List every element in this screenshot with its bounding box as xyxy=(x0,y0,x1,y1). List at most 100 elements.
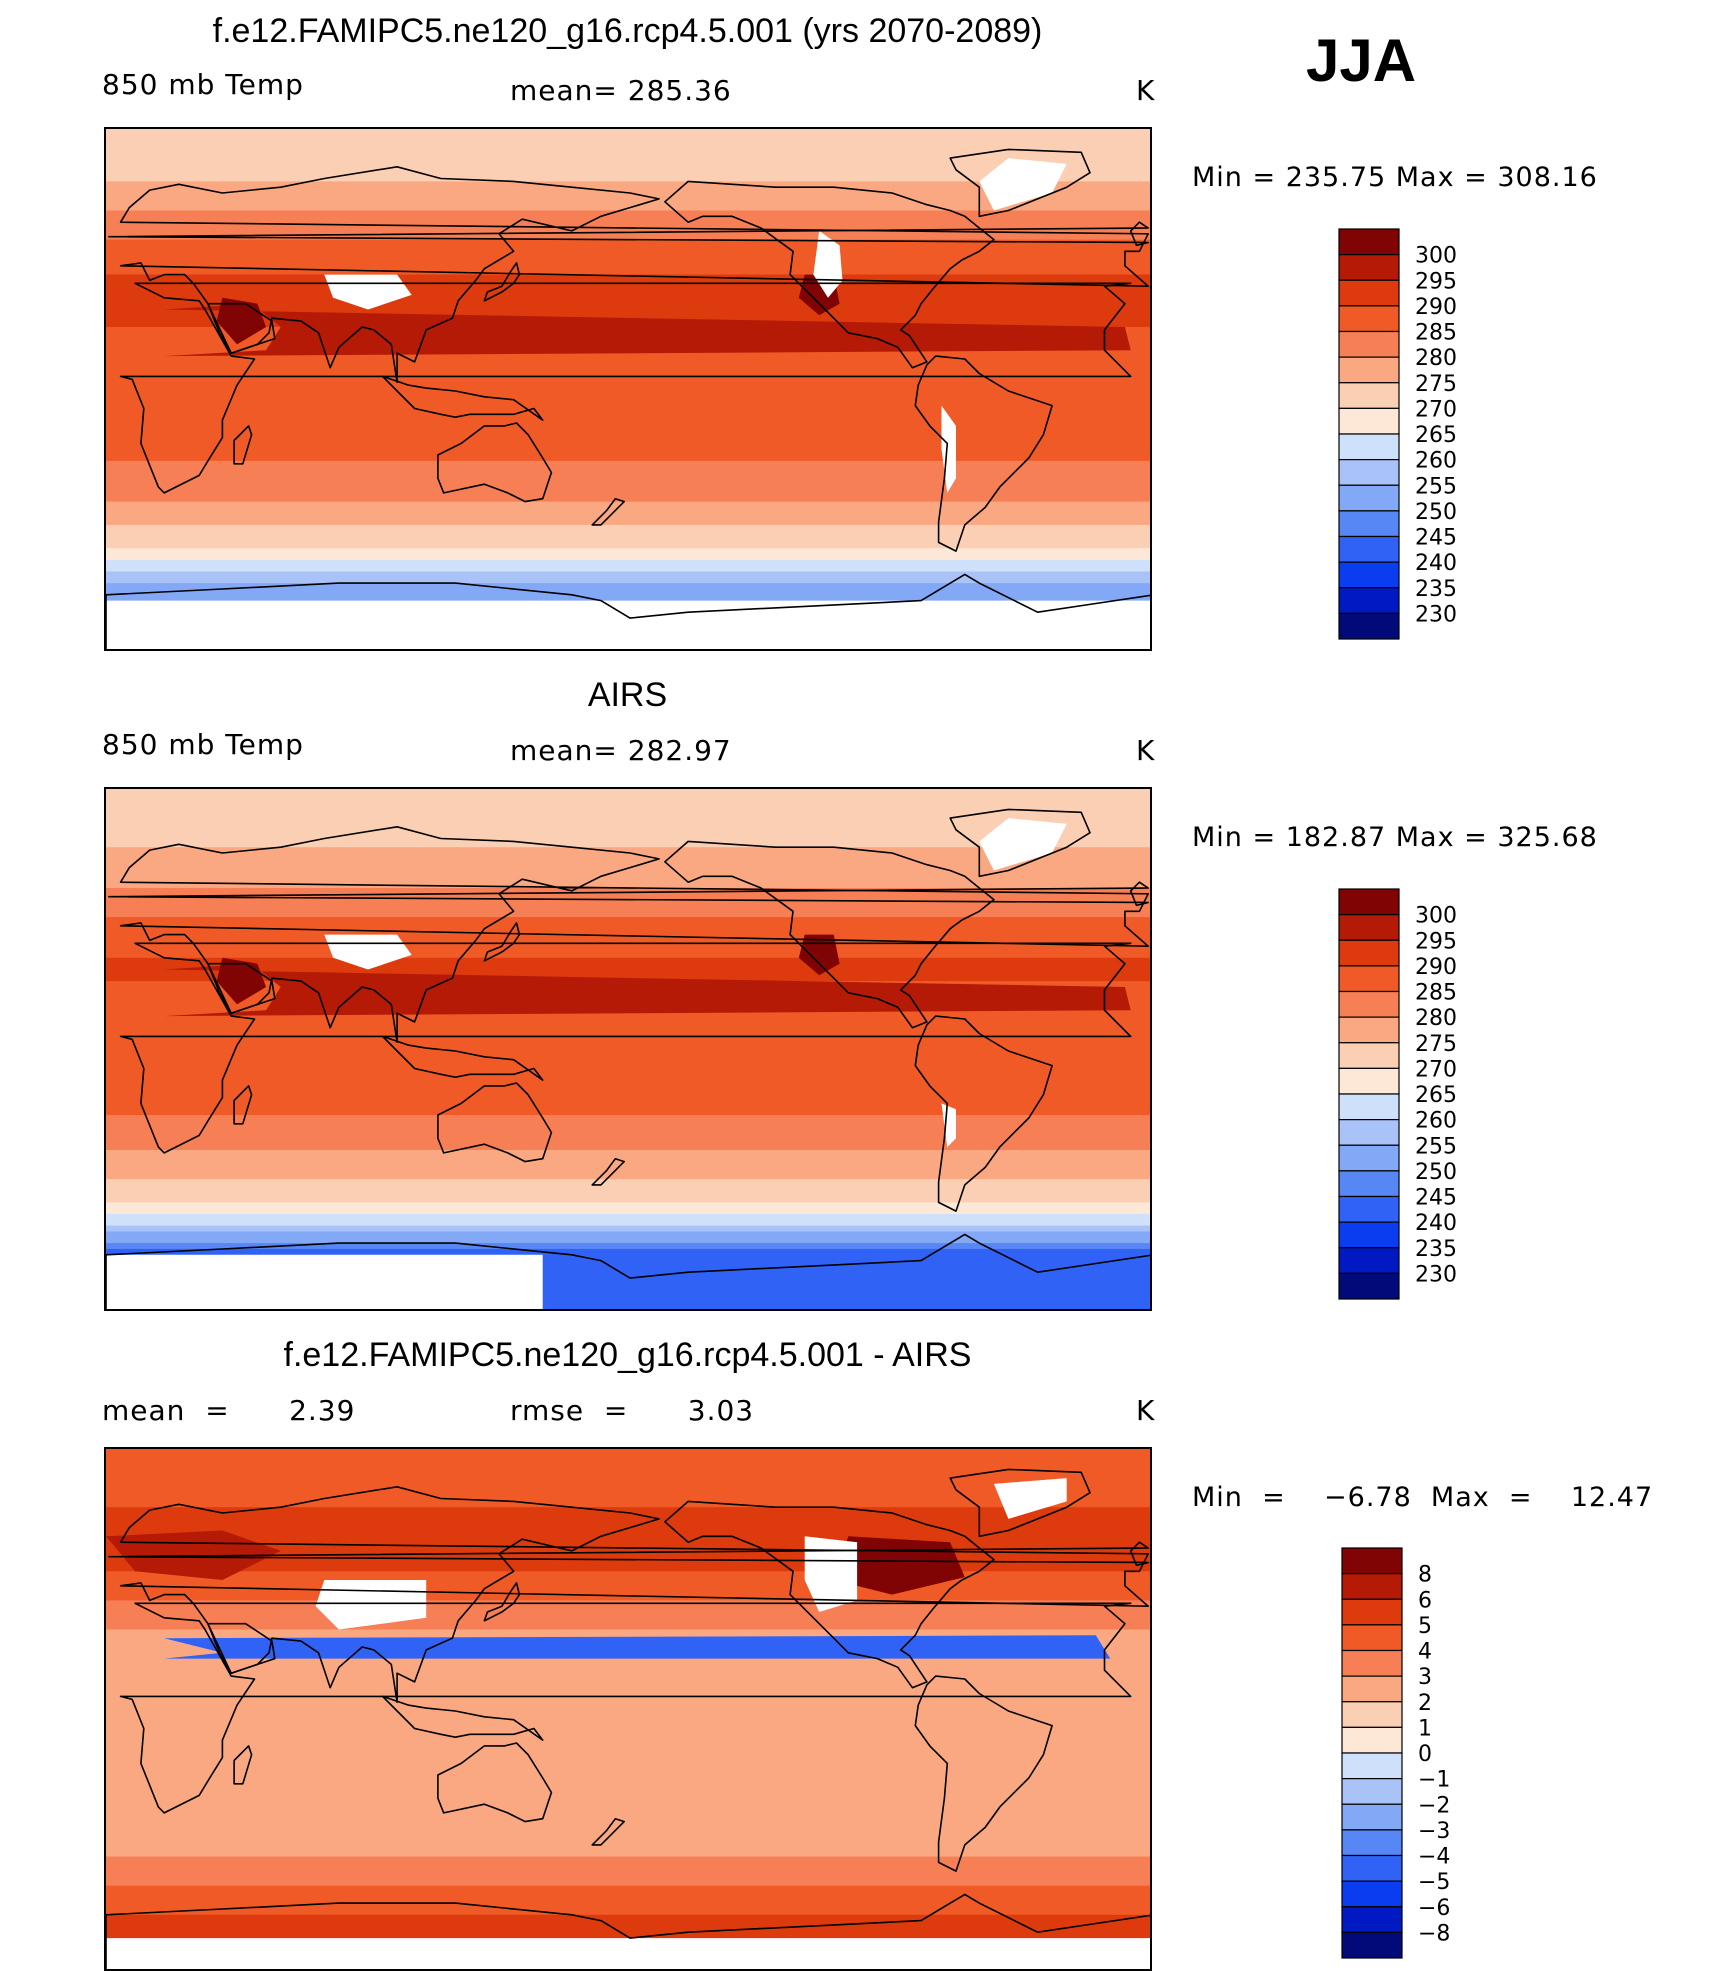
colorbar-swatch xyxy=(1338,1119,1400,1146)
antarctica-missing-region xyxy=(106,600,1150,649)
coastline-nz xyxy=(591,1817,625,1846)
contour-band xyxy=(106,1600,1150,1631)
contour-band xyxy=(106,789,1150,849)
greenland-missing-region xyxy=(993,1478,1067,1519)
colorbar-swatch xyxy=(1338,1195,1400,1223)
colorbar-swatch xyxy=(1341,1649,1403,1677)
colorbar-tick-label: 3 xyxy=(1418,1665,1432,1690)
colorbar-swatch xyxy=(1341,1547,1403,1575)
coastline-greenland xyxy=(949,1468,1091,1538)
contour-band xyxy=(106,548,1150,561)
colorbar-swatch xyxy=(1338,1272,1400,1300)
colorbar-swatch xyxy=(1341,1573,1403,1600)
colorbar-swatch xyxy=(1341,1778,1403,1805)
colorbar-tick-label: 280 xyxy=(1415,346,1457,371)
colorbar-swatch xyxy=(1341,1854,1403,1882)
coastline-madagascar xyxy=(233,425,253,465)
colorbar-tick-label: −4 xyxy=(1418,1845,1450,1870)
colorbar-swatch xyxy=(1341,1726,1403,1754)
coastline-madagascar xyxy=(233,1745,253,1785)
coastline-namerica xyxy=(664,840,995,1029)
colorbar-tick-label: 235 xyxy=(1415,577,1457,602)
panel-2-units-label: K xyxy=(1136,734,1156,767)
panel-2-colorbar: 300 295 290 285 280 275 270 265 260 255 250 245 240 2… xyxy=(1338,888,1519,1303)
panel-3-rmse-label: rmse = 3.03 xyxy=(510,1394,755,1427)
colorbar-tick-label: 295 xyxy=(1415,269,1457,294)
contour-band xyxy=(106,1629,1150,1858)
andes-missing-region xyxy=(941,1103,956,1148)
coastline-uk xyxy=(108,881,1149,907)
colorbar-tick-label: −2 xyxy=(1418,1793,1450,1818)
contour-band xyxy=(106,1856,1150,1887)
colorbar-tick-label: 245 xyxy=(1415,1186,1457,1211)
contour-band xyxy=(106,1449,1150,1509)
colorbar-swatch xyxy=(1338,990,1400,1018)
coastline-africa xyxy=(119,1602,1132,1814)
colorbar-tick-label: 300 xyxy=(1415,244,1457,269)
colorbar-tick-label: −6 xyxy=(1418,1896,1450,1921)
contour-band xyxy=(106,181,1150,212)
colorbar-tick-label: 265 xyxy=(1415,423,1457,448)
colorbar-tick-label: 285 xyxy=(1415,321,1457,346)
coastline-samerica xyxy=(914,1675,1053,1872)
colorbar-tick-label: 4 xyxy=(1418,1640,1432,1665)
colorbar-swatch xyxy=(1338,587,1400,614)
colorbar-tick-label: 255 xyxy=(1415,474,1457,499)
colorbar-tick-label: 300 xyxy=(1415,904,1457,929)
colorbar-tick-label: 270 xyxy=(1415,397,1457,422)
panel-1-title: f.e12.FAMIPC5.ne120_g16.rcp4.5.001 (yrs … xyxy=(212,12,1043,50)
coastline-uk xyxy=(108,1541,1149,1567)
panel-1-map-svg xyxy=(106,129,1150,649)
antarctica-missing-region xyxy=(106,1254,543,1309)
coastline-arabia xyxy=(207,1622,276,1674)
colorbar-swatch xyxy=(1338,356,1400,384)
coastline-japan xyxy=(483,262,521,302)
contour-band xyxy=(106,1225,1150,1233)
colorbar-tick-label: 275 xyxy=(1415,372,1457,397)
colorbar-swatch xyxy=(1338,561,1400,589)
coastline-antarctica xyxy=(106,573,1150,649)
colorbar-swatch xyxy=(1341,1906,1403,1933)
contour-band xyxy=(106,1231,1150,1245)
coastline-nz xyxy=(591,1157,625,1186)
contour-band xyxy=(106,239,1150,276)
colorbar-tick-label: −1 xyxy=(1418,1768,1450,1793)
contour-band xyxy=(106,524,1150,550)
colorbar-swatch xyxy=(1338,330,1400,358)
coastline-africa xyxy=(119,942,1132,1154)
coastline-uk xyxy=(108,221,1149,247)
colorbar-swatch xyxy=(1338,888,1400,916)
contour-band xyxy=(106,571,1150,585)
colorbar-tick-label: 8 xyxy=(1418,1563,1432,1588)
panel-3-minmax: Min = −6.78 Max = 12.47 xyxy=(1192,1482,1654,1513)
colorbar-swatch xyxy=(1338,1042,1400,1069)
panel-3-map xyxy=(104,1447,1152,1971)
colorbar-swatch xyxy=(1338,1221,1400,1249)
greenland-missing-region xyxy=(979,818,1067,871)
colorbar-swatch xyxy=(1338,382,1400,409)
colorbar-swatch xyxy=(1341,1931,1403,1959)
coastline-japan xyxy=(483,1582,521,1622)
colorbar-swatch xyxy=(1338,965,1400,993)
colorbar-swatch xyxy=(1341,1624,1403,1652)
coastline-greenland xyxy=(949,148,1091,218)
colorbar-swatch xyxy=(1338,254,1400,281)
colorbar-swatch xyxy=(1338,510,1400,538)
contour-band xyxy=(106,1115,1150,1151)
coastline-indonesia xyxy=(381,1695,544,1741)
colorbar-swatch xyxy=(1338,535,1400,563)
coastline-antarctica xyxy=(106,1233,1150,1309)
coastline-arabia xyxy=(207,962,276,1014)
panel-2-map-svg xyxy=(106,789,1150,1309)
colorbar-swatch xyxy=(1338,1016,1400,1044)
panel-2-variable-label: 850 mb Temp xyxy=(102,728,304,761)
colorbar-tick-label: 1 xyxy=(1418,1716,1432,1741)
colorbar-tick-label: 270 xyxy=(1415,1057,1457,1082)
colorbar-tick-label: 240 xyxy=(1415,551,1457,576)
coastline-indonesia xyxy=(381,375,544,421)
colorbar-tick-label: 2 xyxy=(1418,1691,1432,1716)
panel-1-minmax: Min = 235.75 Max = 308.16 xyxy=(1192,162,1598,193)
colorbar-tick-label: 235 xyxy=(1415,1237,1457,1262)
contour-band xyxy=(106,559,1150,573)
colorbar-swatch xyxy=(1338,1247,1400,1274)
